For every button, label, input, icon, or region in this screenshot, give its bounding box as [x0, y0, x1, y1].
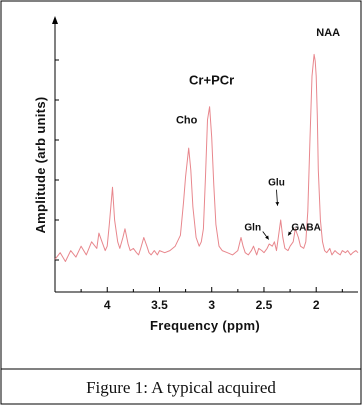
x-axis-title: Frequency (ppm): [150, 318, 260, 333]
gaba-arrow-head: [288, 231, 292, 236]
x-tick-label: 2: [313, 298, 320, 312]
peak-label-gln: Gln: [244, 222, 261, 233]
peak-label-glu: Glu: [268, 178, 285, 189]
series-layer: [54, 53, 359, 262]
peak-label-naa: NAA: [316, 27, 340, 39]
gln-arrow-head: [265, 235, 269, 240]
x-tick-label: 2.5: [256, 298, 273, 312]
peak-label-gaba: GABA: [291, 222, 320, 233]
x-tick-label: 4: [104, 298, 111, 312]
peak-label-cho: Cho: [176, 115, 198, 127]
glu-arrow-head: [275, 202, 280, 206]
annotation-layer: NAA Cr+PCr Cho Glu Gln GABA: [176, 27, 340, 240]
spectrum-line: [54, 53, 359, 262]
figure-caption: Figure 1: A typical acquired: [86, 378, 276, 397]
x-tick-label: 3.5: [151, 298, 168, 312]
y-axis-title: Amplitude (arb units): [33, 96, 48, 233]
axes: 4 3.5 3 2.5 2: [52, 16, 358, 312]
peak-label-cr-pcr: Cr+PCr: [189, 72, 234, 87]
y-axis-arrow: [52, 16, 58, 24]
x-tick-label: 3: [208, 298, 215, 312]
